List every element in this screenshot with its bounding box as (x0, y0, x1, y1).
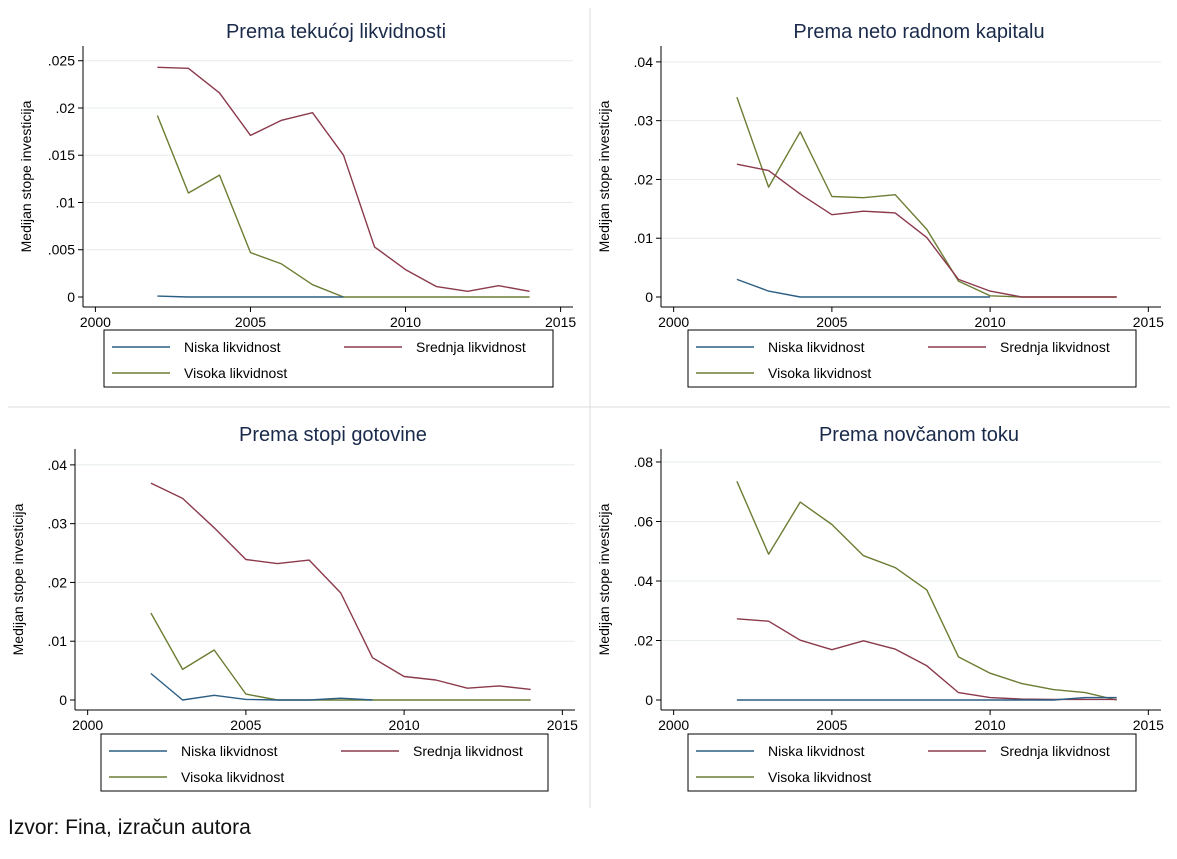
y-tick-label: .015 (48, 147, 75, 163)
y-tick-label: .03 (48, 516, 68, 532)
x-tick-label: 2010 (390, 314, 421, 330)
x-tick-label: 2005 (230, 717, 261, 733)
x-tick-label: 2015 (1133, 314, 1164, 330)
chart-panel-3: Prema stopi gotovine 0 .01 .02 .03 .04 2000 200… (10, 424, 578, 792)
y-tick-label: 0 (645, 692, 653, 708)
series-line-2 (157, 66, 530, 292)
legend-label: Srednja likvidnost (413, 743, 523, 759)
y-axis-label: Medijan stope investicija (10, 503, 26, 655)
x-tick-label: 2010 (389, 717, 420, 733)
legend-label: Srednja likvidnost (416, 339, 526, 355)
y-tick-label: .02 (56, 100, 76, 116)
y-tick-label: .08 (634, 454, 654, 470)
chart-title: Prema neto radnom kapitalu (793, 21, 1044, 43)
y-tick-label: 0 (645, 289, 653, 305)
y-tick-label: 0 (67, 289, 75, 305)
y-tick-label: .01 (634, 230, 654, 246)
legend-box (100, 733, 549, 792)
series-line-1 (157, 295, 344, 298)
legend-label: Niska likvidnost (184, 339, 281, 355)
y-tick-label: 0 (59, 692, 67, 708)
legend: Niska likvidnost Srednja likvidnost Visoka… (687, 329, 1137, 388)
x-tick-label: 2000 (658, 314, 689, 330)
chart-panel-2: Prema neto radnom kapitalu 0 .01 .02 .03 .04 2… (596, 21, 1164, 388)
y-tick-label: .04 (634, 573, 654, 589)
legend-label: Visoka likvidnost (184, 365, 287, 381)
series-line-3 (156, 115, 530, 298)
legend: Niska likvidnost Srednja likvidnost Visoka… (103, 329, 554, 388)
legend-label: Visoka likvidnost (768, 769, 871, 785)
y-axis-label: Medijan stope investicija (596, 100, 612, 252)
y-axis-label: Medijan stope investicija (596, 503, 612, 655)
chart-title: Prema novčanom toku (819, 424, 1019, 446)
x-tick-label: 2010 (975, 717, 1006, 733)
series-line-2 (736, 618, 1117, 701)
series-line-1 (736, 278, 991, 298)
legend-label: Visoka likvidnost (181, 769, 284, 785)
chart-title: Prema tekućoj likvidnosti (226, 21, 446, 43)
y-tick-label: .04 (634, 54, 654, 70)
x-tick-label: 2010 (975, 314, 1006, 330)
x-tick-label: 2015 (545, 314, 576, 330)
x-tick-label: 2005 (235, 314, 266, 330)
x-tick-label: 2000 (658, 717, 689, 733)
series-line-2 (150, 482, 531, 691)
legend: Niska likvidnost Srednja likvidnost Visoka… (687, 733, 1137, 792)
series-line-3 (736, 481, 1117, 701)
legend-box (103, 329, 554, 388)
y-tick-label: .02 (634, 632, 654, 648)
chart-panel-4: Prema novčanom toku 0 .02 .04 .06 .08 2000 2005… (596, 424, 1164, 792)
chart-panel-1: Prema tekućoj likvidnosti 0 .005 .01 .015 .02… (18, 21, 576, 388)
legend: Niska likvidnost Srednja likvidnost Visoka… (100, 733, 549, 792)
y-tick-label: .02 (634, 171, 654, 187)
series-line-3 (736, 96, 1117, 298)
y-tick-label: .005 (48, 242, 75, 258)
y-tick-label: .01 (48, 633, 68, 649)
y-tick-label: .02 (48, 574, 68, 590)
y-tick-label: .03 (634, 113, 654, 129)
chart-title: Prema stopi gotovine (239, 424, 427, 446)
x-tick-label: 2005 (816, 717, 847, 733)
x-tick-label: 2015 (547, 717, 578, 733)
y-tick-label: .025 (48, 53, 75, 69)
y-axis-label: Medijan stope investicija (18, 100, 34, 252)
legend-label: Niska likvidnost (768, 339, 865, 355)
legend-label: Niska likvidnost (181, 743, 278, 759)
series-line-1 (150, 672, 373, 701)
x-tick-label: 2005 (816, 314, 847, 330)
y-tick-label: .04 (48, 457, 68, 473)
y-tick-label: .06 (634, 513, 654, 529)
y-tick-label: .01 (56, 194, 76, 210)
x-tick-label: 2015 (1133, 717, 1164, 733)
legend-box (687, 733, 1137, 792)
legend-label: Srednja likvidnost (1000, 339, 1110, 355)
series-line-2 (736, 163, 1117, 298)
legend-label: Srednja likvidnost (1000, 743, 1110, 759)
source-note: Izvor: Fina, izračun autora (8, 816, 251, 839)
x-tick-label: 2000 (80, 314, 111, 330)
legend-label: Niska likvidnost (768, 743, 865, 759)
series-line-1 (736, 696, 1117, 701)
x-tick-label: 2000 (72, 717, 103, 733)
legend-label: Visoka likvidnost (768, 365, 871, 381)
series-line-3 (150, 612, 531, 701)
legend-box (687, 329, 1137, 388)
figure-canvas: Prema tekućoj likvidnosti 0 .005 .01 .015 .02… (8, 8, 1170, 808)
